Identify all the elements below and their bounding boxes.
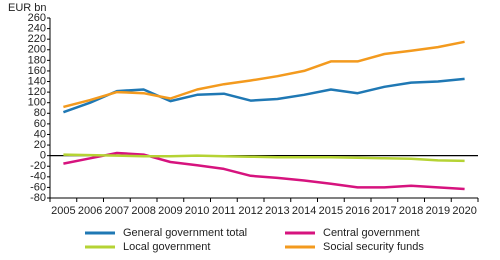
x-tick-label: 2008: [131, 205, 155, 217]
y-tick-label: -80: [30, 192, 46, 204]
y-tick-label: 40: [34, 128, 46, 140]
legend-label: Local government: [123, 241, 210, 253]
y-tick-label: 140: [28, 75, 46, 87]
series-line: [62, 77, 465, 114]
x-tick-label: 2016: [345, 205, 369, 217]
legend-label: General government total: [123, 227, 247, 239]
series-line: [63, 40, 465, 109]
y-tick-label: 0: [40, 150, 46, 162]
x-tick-label: 2018: [399, 205, 423, 217]
y-tick-label: -60: [30, 181, 46, 193]
y-tick-label: 200: [28, 44, 46, 56]
y-tick-label: 20: [34, 139, 46, 151]
x-tick-label: 2017: [372, 205, 396, 217]
y-tick-label: 260: [28, 12, 46, 24]
y-tick-label: -40: [30, 171, 46, 183]
series-line: [63, 153, 465, 163]
x-tick-label: 2013: [265, 205, 289, 217]
x-tick-label: 2010: [185, 205, 209, 217]
x-tick-label: 2014: [292, 205, 316, 217]
legend-label: Central government: [323, 227, 420, 239]
x-tick-label: 2015: [319, 205, 343, 217]
x-tick-label: 2019: [426, 205, 450, 217]
x-tick-label: 2007: [105, 205, 129, 217]
x-tick-label: 2009: [158, 205, 182, 217]
y-axis-label: EUR bn: [8, 2, 47, 14]
y-tick-label: 240: [28, 22, 46, 34]
x-tick-label: 2011: [212, 205, 236, 217]
x-tick-label: 2006: [78, 205, 102, 217]
series-line: [63, 151, 465, 191]
y-tick-label: 80: [34, 107, 46, 119]
y-tick-label: 120: [28, 86, 46, 98]
y-tick-label: 160: [28, 65, 46, 77]
x-tick-label: 2012: [238, 205, 262, 217]
x-tick-label: 2005: [51, 205, 75, 217]
y-tick-label: 60: [34, 118, 46, 130]
legend-label: Social security funds: [323, 241, 424, 253]
y-tick-label: 180: [28, 54, 46, 66]
x-tick-label: 2020: [452, 205, 476, 217]
y-tick-label: 220: [28, 33, 46, 45]
y-tick-label: -20: [30, 160, 46, 172]
y-tick-label: 100: [28, 97, 46, 109]
